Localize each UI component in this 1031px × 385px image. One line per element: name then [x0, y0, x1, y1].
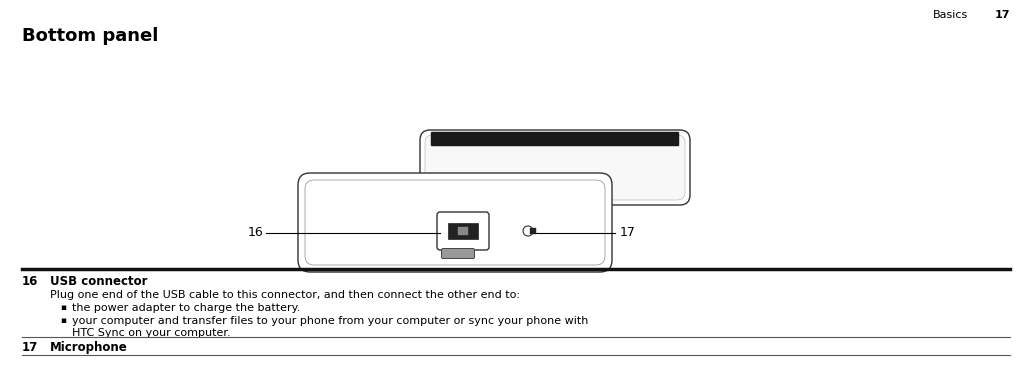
FancyBboxPatch shape: [420, 130, 690, 205]
Text: your computer and transfer files to your phone from your computer or sync your p: your computer and transfer files to your…: [72, 316, 589, 326]
Ellipse shape: [523, 226, 533, 236]
Text: Basics: Basics: [933, 10, 968, 20]
FancyBboxPatch shape: [305, 180, 605, 265]
Text: USB connector: USB connector: [49, 275, 147, 288]
FancyBboxPatch shape: [425, 135, 685, 200]
Text: HTC Sync on your computer.: HTC Sync on your computer.: [72, 328, 231, 338]
Text: 17: 17: [22, 341, 38, 354]
Text: 16: 16: [248, 226, 264, 239]
Text: the power adapter to charge the battery.: the power adapter to charge the battery.: [72, 303, 300, 313]
Text: 17: 17: [620, 226, 636, 239]
FancyBboxPatch shape: [298, 173, 612, 272]
Text: ▪: ▪: [60, 316, 66, 325]
FancyBboxPatch shape: [437, 212, 489, 250]
Text: 17: 17: [995, 10, 1010, 20]
Text: 16: 16: [22, 275, 38, 288]
Text: Bottom panel: Bottom panel: [22, 27, 159, 45]
Text: Plug one end of the USB cable to this connector, and then connect the other end : Plug one end of the USB cable to this co…: [49, 290, 520, 300]
Bar: [458, 227, 468, 235]
FancyBboxPatch shape: [431, 132, 679, 146]
Text: Microphone: Microphone: [49, 341, 128, 354]
Bar: [448, 223, 478, 239]
FancyBboxPatch shape: [441, 248, 474, 258]
Bar: [530, 228, 536, 234]
Text: ▪: ▪: [60, 303, 66, 312]
